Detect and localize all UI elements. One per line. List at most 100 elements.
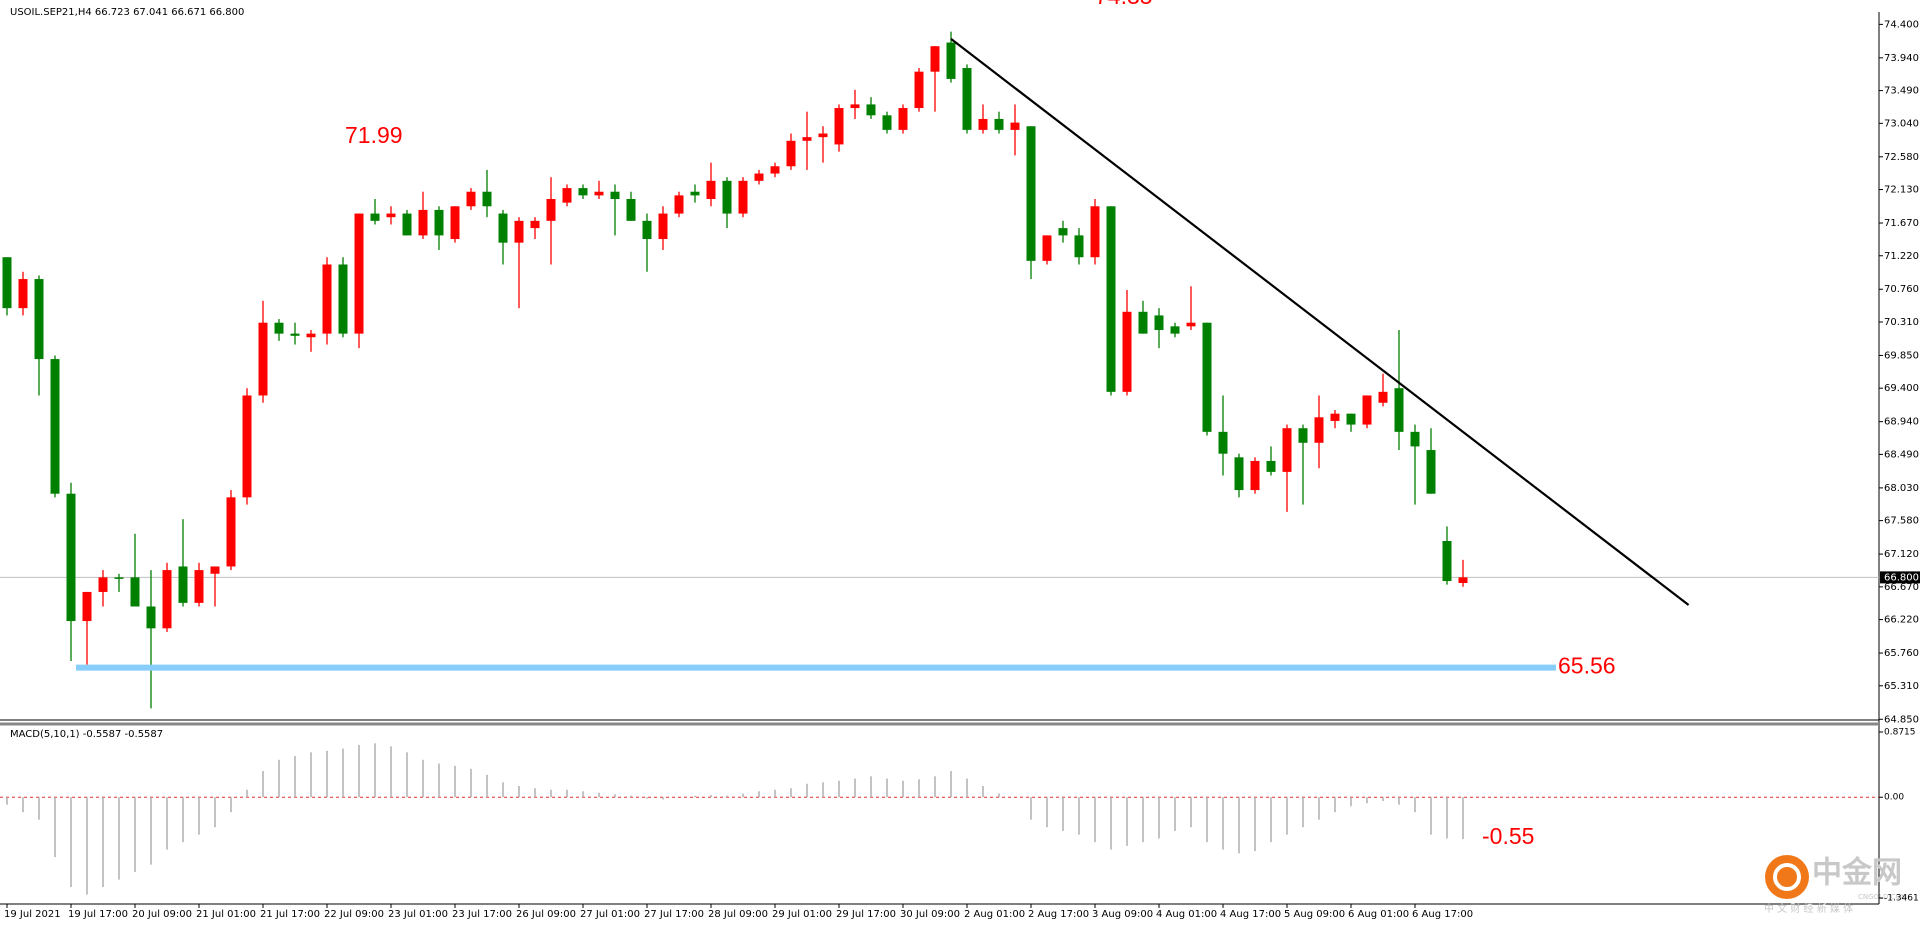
candle-body xyxy=(50,359,60,494)
candle-body xyxy=(130,577,140,607)
candle-body xyxy=(1202,322,1212,432)
y-tick-label: 65.310 xyxy=(1884,681,1919,692)
candle-body xyxy=(1138,311,1148,334)
candle-body xyxy=(258,322,268,396)
x-tick-label: 19 Jul 17:00 xyxy=(68,909,128,920)
x-tick-label: 28 Jul 09:00 xyxy=(708,909,768,920)
y-tick-label: 67.580 xyxy=(1884,516,1919,527)
candle-body xyxy=(1378,391,1388,403)
x-tick-label: 23 Jul 01:00 xyxy=(388,909,448,920)
candle-body xyxy=(1250,460,1260,491)
candle-body xyxy=(306,333,316,338)
y-tick-label: 66.670 xyxy=(1884,582,1919,593)
candle-body xyxy=(594,191,604,196)
candle-body xyxy=(930,46,940,72)
x-tick-label: 6 Aug 01:00 xyxy=(1348,909,1409,920)
y-tick-label: 70.310 xyxy=(1884,317,1919,328)
candle-body xyxy=(1362,395,1372,425)
candle-body xyxy=(786,140,796,167)
candle-body xyxy=(514,220,524,243)
x-tick-label: 27 Jul 01:00 xyxy=(580,909,640,920)
x-tick-label: 4 Aug 01:00 xyxy=(1156,909,1217,920)
candle-body xyxy=(66,493,76,622)
candle-body xyxy=(274,322,284,334)
candle-body xyxy=(642,220,652,240)
last-price-label: 66.800 xyxy=(1884,572,1919,583)
candle-body xyxy=(1010,122,1020,130)
candle-body xyxy=(450,206,460,240)
candle-body xyxy=(546,199,556,221)
logo-text: 中金网 xyxy=(1812,856,1902,891)
candle-body xyxy=(338,264,348,334)
candle-body xyxy=(754,173,764,181)
candle-body xyxy=(978,118,988,130)
candle-body xyxy=(226,497,236,567)
logo-icon xyxy=(1765,855,1809,899)
candle-body xyxy=(1058,228,1068,236)
annotation: 74.35 xyxy=(1095,0,1153,9)
candle-body xyxy=(706,180,716,200)
candle-body xyxy=(770,166,780,174)
macd-label: MACD(5,10,1) -0.5587 -0.5587 xyxy=(10,729,163,740)
y-tick-label: 72.130 xyxy=(1884,185,1919,196)
candle-body xyxy=(898,108,908,130)
candle-body xyxy=(562,188,572,203)
y-tick-label: 70.760 xyxy=(1884,284,1919,295)
candle-body xyxy=(1186,322,1196,327)
candle-body xyxy=(146,606,156,629)
candle-body xyxy=(658,213,668,240)
candle-body xyxy=(610,191,620,200)
candle-body xyxy=(850,104,860,109)
last-price-box xyxy=(1880,571,1920,584)
candle-body xyxy=(1106,206,1116,392)
y-tick-label: 73.490 xyxy=(1884,86,1919,97)
candle-body xyxy=(1410,431,1420,447)
candle-body xyxy=(1282,428,1292,472)
candle-body xyxy=(114,577,124,579)
candle-body xyxy=(1442,540,1452,582)
candle-body xyxy=(1218,431,1228,454)
candle-body xyxy=(946,42,956,79)
x-tick-label: 6 Aug 17:00 xyxy=(1412,909,1473,920)
candle-body xyxy=(482,191,492,207)
candle-body xyxy=(994,118,1004,130)
candle-body xyxy=(674,195,684,214)
logo-site: CNGOLD.COM xyxy=(1858,893,1907,901)
y-tick-label: 65.760 xyxy=(1884,648,1919,659)
candle-body xyxy=(210,566,220,574)
candle-body xyxy=(434,209,444,236)
candle-body xyxy=(1090,206,1100,258)
x-tick-label: 23 Jul 17:00 xyxy=(452,909,512,920)
y-tick-label: 67.120 xyxy=(1884,549,1919,560)
candle-body xyxy=(1026,126,1036,261)
candle-body xyxy=(402,213,412,236)
candle-body xyxy=(418,209,428,236)
y-tick-label: 69.850 xyxy=(1884,350,1919,361)
candle-body xyxy=(178,566,188,603)
candle-body xyxy=(738,180,748,214)
macd-y-tick-label: -1.3461 xyxy=(1884,894,1919,904)
candle-body xyxy=(834,108,844,145)
candle-body xyxy=(290,333,300,336)
candle-body xyxy=(690,191,700,196)
y-tick-label: 68.030 xyxy=(1884,483,1919,494)
x-tick-label: 29 Jul 01:00 xyxy=(772,909,832,920)
candle-body xyxy=(818,133,828,138)
macd-y-tick-label: 0.00 xyxy=(1884,793,1904,803)
x-tick-label: 29 Jul 17:00 xyxy=(836,909,896,920)
candle-body xyxy=(242,395,252,498)
x-tick-label: 2 Aug 17:00 xyxy=(1028,909,1089,920)
x-tick-label: 21 Jul 01:00 xyxy=(196,909,256,920)
y-tick-label: 72.580 xyxy=(1884,152,1919,163)
x-tick-label: 4 Aug 17:00 xyxy=(1220,909,1281,920)
x-tick-label: 19 Jul 2021 xyxy=(4,909,61,920)
candle-body xyxy=(866,104,876,116)
y-tick-label: 64.850 xyxy=(1884,714,1919,725)
x-tick-label: 27 Jul 17:00 xyxy=(644,909,704,920)
candle-body xyxy=(1154,315,1164,330)
candle-body xyxy=(1346,413,1356,425)
y-tick-label: 66.220 xyxy=(1884,615,1919,626)
